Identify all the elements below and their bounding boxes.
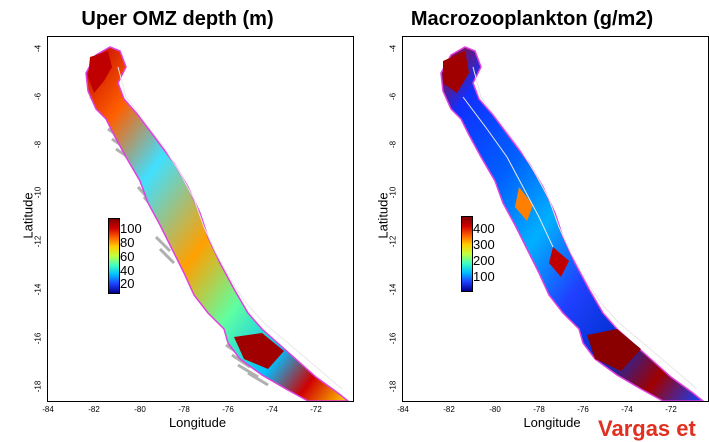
hotspot-south [234,333,284,369]
omz-depth-map [85,46,350,401]
map-frame [402,36,709,402]
lon-tick: -72 [665,405,677,414]
lat-tick: -4 [388,44,398,53]
lat-tick: -14 [33,283,43,296]
legend-label: 200 [473,253,495,268]
lon-tick: -80 [134,405,146,414]
macrozooplankton-map [440,46,705,401]
map-title: Uper OMZ depth (m) [81,8,274,30]
lon-tick: -82 [88,405,100,414]
legend-label: 40 [120,263,135,278]
legend-label: 60 [120,249,135,264]
coastline-contours [117,66,343,390]
lat-tick: -14 [388,283,398,296]
hotspot-north [88,51,112,93]
macrozooplankton-map-panel: Macrozooplankton (g/m2) [355,0,709,434]
y-axis-label: Latitude [375,192,391,239]
map-title: Macrozooplankton (g/m2) [410,8,654,30]
legend-label: 400 [473,221,495,236]
map-frame [47,36,354,402]
omz-depth-map-panel: Uper OMZ depth (m) [0,0,355,434]
y-axis-label: Latitude [20,192,36,239]
lon-tick: -72 [310,405,322,414]
x-axis-label: Longitude [168,415,227,430]
lat-tick: -16 [33,332,43,345]
lon-tick: -84 [397,405,409,414]
lon-tick: -78 [533,405,545,414]
lat-tick: -18 [388,380,398,393]
lat-tick: -4 [33,44,43,53]
lat-tick: -6 [388,92,398,101]
lon-tick: -74 [266,405,278,414]
lon-tick: -78 [178,405,190,414]
lon-tick: -80 [489,405,501,414]
coastal-band [440,46,705,401]
color-legend [461,216,473,292]
x-axis-label: Longitude [523,415,581,430]
color-legend [108,218,120,294]
legend-label: 80 [120,235,135,250]
lon-tick: -74 [621,405,633,414]
lon-tick: -84 [42,405,54,414]
lat-tick: -8 [33,140,43,149]
lat-tick: -16 [388,332,398,345]
hotspot-south [587,329,641,371]
hotspot-mid [515,187,533,221]
coastal-band [85,46,350,401]
hotspot-north [443,51,469,93]
lat-tick: -18 [33,380,43,393]
lat-tick: -6 [33,92,43,101]
coastline-contours [462,66,698,390]
author-credit: Vargas et [598,416,696,441]
lon-tick: -76 [222,405,234,414]
legend-label: 300 [473,237,495,252]
legend-label: 20 [120,276,135,291]
legend-label: 100 [473,269,495,284]
legend-label: 100 [120,221,142,236]
lon-tick: -82 [443,405,455,414]
lon-tick: -76 [577,405,589,414]
hotspot-mid-south [549,247,569,277]
lat-tick: -8 [388,140,398,149]
